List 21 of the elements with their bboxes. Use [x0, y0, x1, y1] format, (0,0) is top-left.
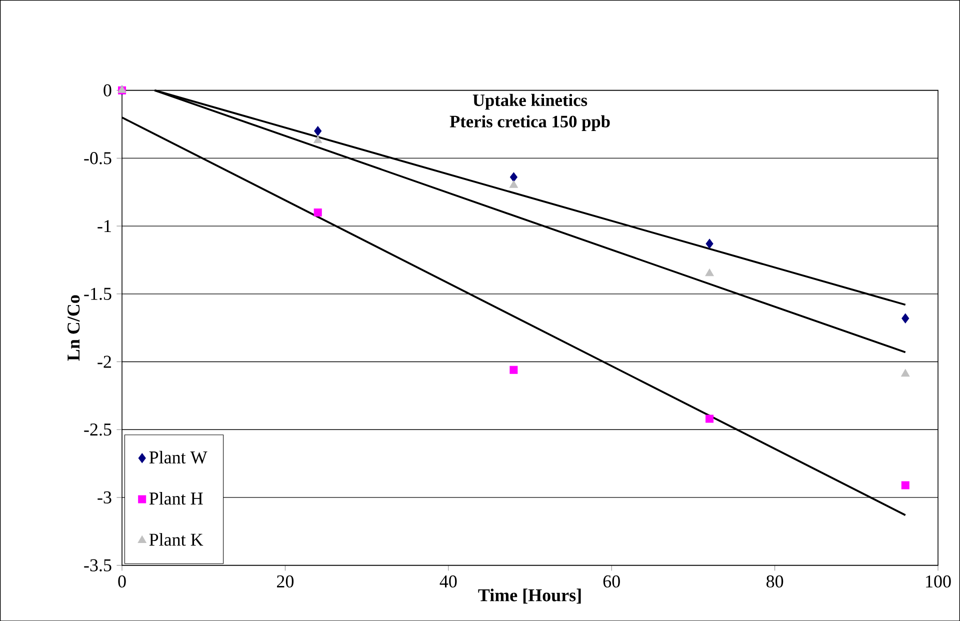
- y-tick-label: 0: [104, 84, 112, 96]
- y-tick-label: -0.5: [84, 152, 112, 164]
- y-tick-label: -1.5: [84, 288, 112, 300]
- y-tick-label: -3.5: [84, 559, 112, 572]
- x-tick-label: 0: [118, 575, 126, 588]
- legend-label: Plant H: [149, 492, 203, 504]
- y-tick-label: -2.5: [84, 423, 112, 436]
- text: Pteris cretica 150 ppb: [450, 115, 610, 131]
- x-tick-label: 100: [926, 575, 951, 588]
- y-axis-title: Ln C/Co: [68, 295, 80, 361]
- legend-label: Plant W: [149, 450, 208, 464]
- y-tick-label: -1: [98, 220, 111, 232]
- y-tick-label: -2: [98, 356, 111, 368]
- x-axis-title: Time [Hours]: [478, 588, 581, 604]
- x-tick-label: 60: [603, 575, 620, 588]
- y-tick-label: -3: [98, 491, 112, 504]
- chart-title: Uptake kinetics: [472, 94, 588, 110]
- x-tick-label: 80: [766, 575, 784, 588]
- x-tick-label: 40: [440, 575, 457, 588]
- x-tick-label: 20: [277, 575, 294, 588]
- legend-label: Plant K: [149, 532, 204, 546]
